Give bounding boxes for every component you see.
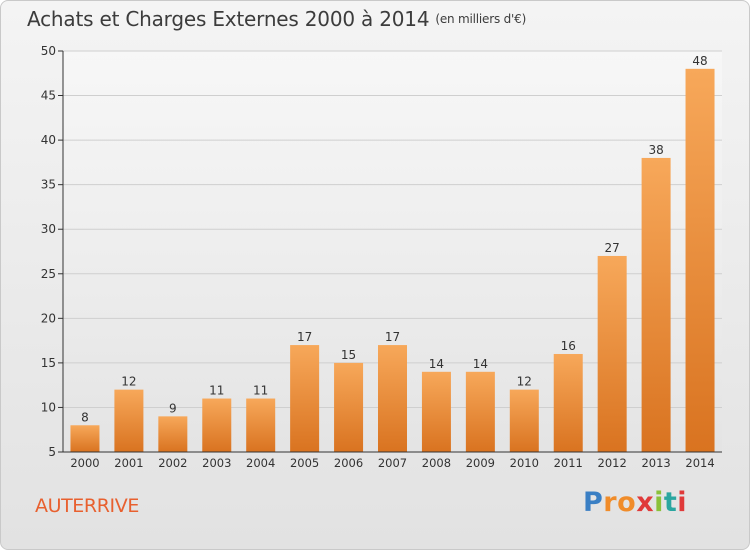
y-tick-label: 10 — [41, 400, 56, 414]
x-tick-label: 2001 — [114, 456, 143, 470]
chart-unit: (en milliers d'€) — [435, 12, 527, 26]
bar — [597, 255, 627, 452]
bar — [553, 353, 583, 452]
x-tick-label: 2012 — [598, 456, 627, 470]
x-tick-label: 2007 — [378, 456, 407, 470]
y-tick-label: 25 — [41, 267, 56, 281]
y-tick-label: 20 — [41, 311, 56, 325]
data-label: 48 — [692, 54, 707, 68]
logo-letter: i — [677, 487, 688, 518]
bar — [114, 389, 144, 452]
proxiti-logo[interactable]: Proxiti — [583, 487, 687, 518]
bar — [421, 371, 451, 452]
bar — [641, 157, 671, 452]
data-label: 17 — [297, 330, 312, 344]
x-tick-label: 2014 — [685, 456, 714, 470]
bar — [290, 345, 320, 452]
bar — [202, 398, 232, 452]
logo-letter: r — [603, 487, 618, 518]
logo-letter: o — [617, 487, 637, 518]
data-label: 38 — [648, 143, 663, 157]
y-tick-label: 35 — [41, 178, 56, 192]
logo-letter: i — [654, 487, 664, 518]
data-label: 14 — [429, 357, 444, 371]
bar — [70, 425, 100, 452]
logo-letter: x — [636, 487, 655, 518]
bar — [378, 345, 407, 452]
bar — [465, 371, 495, 452]
x-tick-label: 2013 — [641, 456, 670, 470]
y-axis: 5 10 15 20 25 30 35 40 45 50 — [41, 44, 64, 459]
y-tick-label: 45 — [41, 89, 56, 103]
bars — [70, 68, 715, 453]
data-label: 15 — [341, 348, 356, 362]
data-label: 9 — [169, 401, 177, 415]
x-tick-label: 2006 — [334, 456, 363, 470]
logo-letter: P — [583, 487, 604, 518]
x-tick-label: 2003 — [202, 456, 231, 470]
data-label: 12 — [121, 375, 136, 389]
x-tick-label: 2000 — [70, 456, 99, 470]
y-tick-label: 5 — [48, 445, 56, 459]
chart-title-text: Achats et Charges Externes 2000 à 2014 — [27, 7, 430, 31]
data-label: 14 — [473, 357, 488, 371]
data-label: 16 — [561, 339, 576, 353]
x-tick-label: 2004 — [246, 456, 275, 470]
x-tick-label: 2009 — [466, 456, 495, 470]
chart-title: Achats et Charges Externes 2000 à 2014 (e… — [27, 7, 526, 31]
y-tick-label: 15 — [41, 356, 56, 370]
x-axis: 2000 2001 2002 2003 2004 2005 2006 2007 2008 2009… — [63, 451, 722, 470]
data-label: 11 — [209, 384, 224, 398]
x-tick-label: 2005 — [290, 456, 319, 470]
y-tick-label: 30 — [41, 222, 56, 236]
data-labels: 8 12 9 11 11 17 15 17 14 14 12 16 27 38 48 — [81, 54, 708, 424]
x-tick-label: 2010 — [510, 456, 539, 470]
bar — [158, 416, 188, 452]
data-label: 12 — [517, 375, 532, 389]
data-label: 11 — [253, 384, 268, 398]
commune-name: AUTERRIVE — [35, 495, 139, 517]
data-label: 17 — [385, 330, 400, 344]
x-tick-label: 2008 — [422, 456, 451, 470]
bar — [509, 389, 539, 452]
grid-lines — [63, 50, 722, 408]
y-tick-label: 40 — [41, 133, 56, 147]
logo-letter: t — [663, 487, 678, 518]
y-tick-label: 50 — [41, 44, 56, 58]
data-label: 27 — [605, 241, 620, 255]
x-tick-label: 2002 — [158, 456, 187, 470]
bar — [334, 362, 364, 452]
data-label: 8 — [81, 410, 89, 424]
x-tick-label: 2011 — [554, 456, 583, 470]
bar — [685, 68, 715, 453]
bar — [246, 398, 276, 452]
